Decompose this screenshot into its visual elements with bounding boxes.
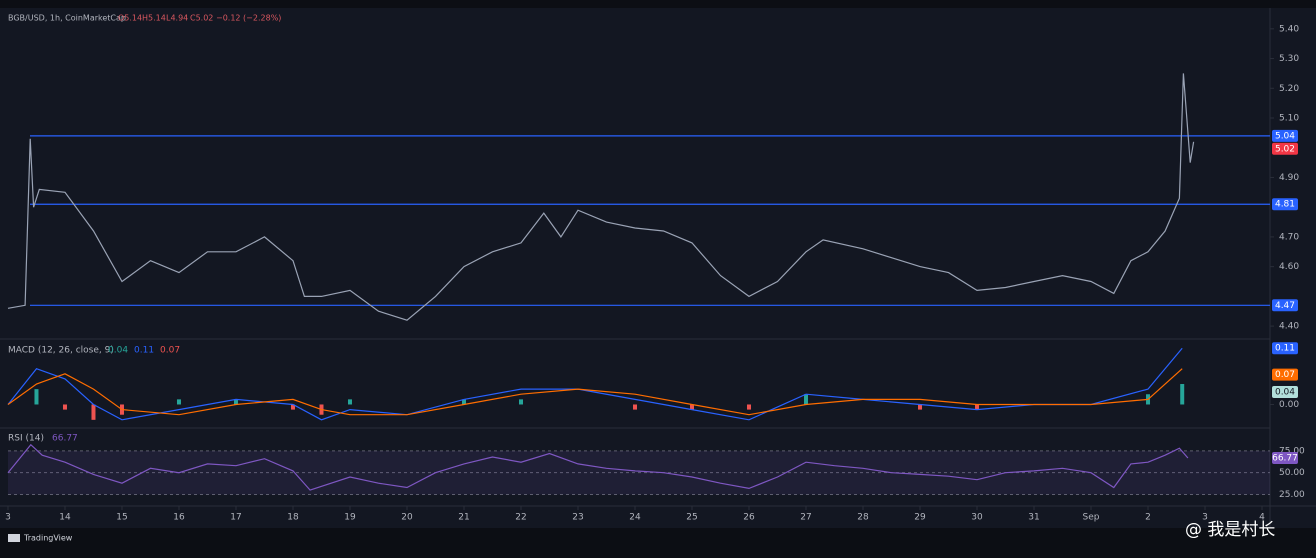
indicator-value: 0.11 bbox=[134, 346, 154, 356]
price-label-box bbox=[1272, 299, 1298, 312]
histogram-bar bbox=[176, 399, 181, 405]
y-tick-label: 5.20 bbox=[1279, 84, 1299, 94]
open: O5.14 bbox=[118, 14, 142, 23]
x-tick-label: 19 bbox=[344, 513, 356, 523]
price-label-box bbox=[1272, 368, 1298, 381]
x-tick-label: 31 bbox=[1028, 513, 1039, 523]
y-tick-label: 5.10 bbox=[1279, 114, 1299, 124]
x-tick-label: 15 bbox=[116, 513, 127, 523]
histogram-bar bbox=[34, 389, 39, 405]
header: BGB/USD, 1h, CoinMarketCap O5.14 H5.14 L… bbox=[8, 14, 281, 23]
brand: TradingView bbox=[23, 534, 73, 543]
price-label: 4.81 bbox=[1275, 200, 1295, 210]
x-tick-label: 17 bbox=[230, 513, 241, 523]
histogram-bar bbox=[290, 404, 295, 410]
x-tick-label: 20 bbox=[401, 513, 413, 523]
x-tick-label: 3 bbox=[5, 513, 11, 523]
y-tick-label: 5.40 bbox=[1279, 24, 1299, 34]
histogram-bar bbox=[233, 399, 238, 405]
y-tick-label: 75.00 bbox=[1279, 446, 1305, 456]
low: L4.94 bbox=[166, 14, 188, 23]
x-tick-label: Sep bbox=[1083, 513, 1100, 523]
y-tick-label: 4.90 bbox=[1279, 173, 1299, 183]
x-tick-label: 29 bbox=[914, 513, 926, 523]
close: C5.02 bbox=[190, 14, 213, 23]
x-tick-label: 25 bbox=[686, 513, 697, 523]
y-tick-label: 5.30 bbox=[1279, 54, 1299, 64]
x-tick-label: 2 bbox=[1145, 513, 1151, 523]
x-tick-label: 16 bbox=[173, 513, 185, 523]
price-label: 66.77 bbox=[1272, 454, 1298, 464]
y-tick-label: 4.40 bbox=[1279, 322, 1299, 332]
watermark: @ 我是村长 bbox=[1185, 520, 1275, 540]
price-label: 5.02 bbox=[1275, 144, 1295, 154]
y-tick-label: 50.00 bbox=[1279, 468, 1305, 478]
y-tick-label: 4.70 bbox=[1279, 232, 1299, 242]
x-tick-label: 14 bbox=[59, 513, 71, 523]
indicator-value: 66.77 bbox=[52, 434, 78, 444]
x-tick-label: 22 bbox=[515, 513, 526, 523]
price-label-box bbox=[1272, 142, 1298, 155]
x-tick-label: 18 bbox=[287, 513, 299, 523]
histogram-bar bbox=[62, 404, 67, 410]
price-label: 0.07 bbox=[1275, 370, 1295, 380]
price-label-box bbox=[1272, 342, 1298, 355]
change: −0.12 (−2.28%) bbox=[216, 14, 281, 23]
price-label: 0.11 bbox=[1275, 344, 1295, 354]
x-tick-label: 28 bbox=[857, 513, 869, 523]
price-label-box bbox=[1272, 129, 1298, 142]
histogram-bar bbox=[91, 404, 96, 420]
x-tick-label: 26 bbox=[743, 513, 755, 523]
x-tick-label: 3 bbox=[1202, 513, 1208, 523]
price-label: 4.47 bbox=[1275, 301, 1295, 311]
series-line bbox=[7, 443, 1189, 491]
series-line bbox=[7, 73, 1195, 321]
x-tick-label: 24 bbox=[629, 513, 641, 523]
histogram-bar bbox=[1180, 384, 1185, 405]
histogram-bar bbox=[518, 399, 523, 405]
indicator-value: 0.07 bbox=[160, 346, 180, 356]
histogram-bar bbox=[461, 399, 466, 405]
y-tick-label: 4.60 bbox=[1279, 262, 1299, 272]
histogram-bar bbox=[804, 394, 809, 405]
histogram-bar bbox=[747, 404, 752, 410]
price-label-box bbox=[1272, 386, 1298, 399]
x-tick-label: 21 bbox=[458, 513, 469, 523]
series-line bbox=[7, 368, 1183, 416]
brand-logo bbox=[8, 534, 20, 542]
chart-area bbox=[0, 8, 1316, 528]
price-label-box bbox=[1272, 452, 1298, 465]
histogram-bar bbox=[347, 399, 352, 405]
rsi-band bbox=[8, 450, 1270, 495]
x-tick-label: 4 bbox=[1259, 513, 1265, 523]
price-label: 5.04 bbox=[1275, 131, 1295, 141]
price-label: 0.04 bbox=[1275, 388, 1295, 398]
histogram-bar bbox=[918, 404, 923, 410]
y-tick-label: 0.00 bbox=[1279, 400, 1299, 410]
symbol: BGB/USD, 1h, CoinMarketCap bbox=[8, 14, 126, 23]
y-tick-label: 25.00 bbox=[1279, 490, 1305, 500]
indicator-title: MACD (12, 26, close, 9) bbox=[8, 346, 114, 356]
x-tick-label: 23 bbox=[572, 513, 583, 523]
indicator-title: RSI (14) bbox=[8, 434, 44, 444]
histogram-bar bbox=[633, 404, 637, 410]
high: H5.14 bbox=[142, 14, 166, 23]
x-tick-label: 27 bbox=[800, 513, 811, 523]
histogram-bar bbox=[690, 404, 695, 410]
series-line bbox=[7, 347, 1183, 421]
price-label-box bbox=[1272, 198, 1298, 211]
x-tick-label: 30 bbox=[971, 513, 983, 523]
indicator-value: 0.04 bbox=[108, 346, 128, 356]
histogram-bar bbox=[975, 404, 980, 410]
